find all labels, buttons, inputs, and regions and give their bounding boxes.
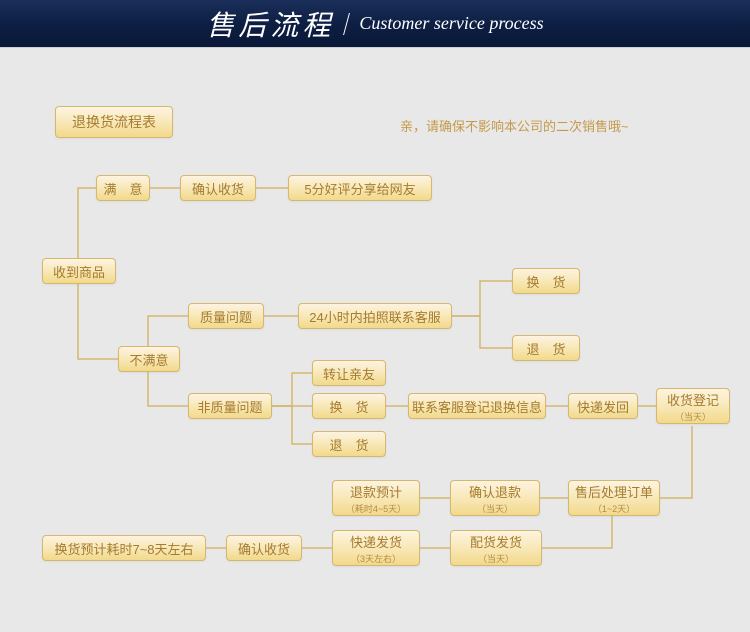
label: 5分好评分享给网友 (304, 179, 415, 198)
label: 退款预计 (350, 482, 402, 501)
sublabel: （耗时4~5天） (346, 502, 406, 515)
label: 换货预计耗时7~8天左右 (54, 539, 193, 558)
sublabel: （当天） (477, 502, 513, 515)
label: 快递发货 (350, 532, 402, 551)
node-unsatisfied: 不满意 (118, 346, 180, 372)
label: 转让亲友 (323, 364, 375, 383)
node-title-label: 退换货流程表 (72, 112, 156, 132)
node-pack-send: 配货发货 （当天） (450, 530, 542, 566)
sublabel: （1~2天） (593, 502, 635, 515)
node-confirm-receipt-2: 确认收货 (226, 535, 302, 561)
label: 确认收货 (238, 539, 290, 558)
label: 快递发回 (577, 397, 629, 416)
node-confirm-refund: 确认退款 （当天） (450, 480, 540, 516)
node-register: 收货登记 （当天） (656, 388, 730, 424)
node-five-star: 5分好评分享给网友 (288, 175, 432, 201)
node-satisfied: 满 意 (96, 175, 150, 201)
node-nonquality: 非质量问题 (188, 393, 272, 419)
label: 配货发货 (470, 532, 522, 551)
node-express-send: 快递发货 （3天左右） (332, 530, 420, 566)
node-received: 收到商品 (42, 258, 116, 284)
header-title-cn: 售后流程 (206, 4, 334, 44)
node-contact24: 24小时内拍照联系客服 (298, 303, 452, 329)
label: 24小时内拍照联系客服 (309, 307, 440, 326)
label: 满 意 (104, 179, 143, 198)
label: 质量问题 (200, 307, 252, 326)
node-contact-cs: 联系客服登记退换信息 (408, 393, 546, 419)
label: 退 货 (526, 339, 565, 358)
resale-note-text: 亲，请确保不影响本公司的二次销售哦~ (400, 119, 629, 134)
flowchart-canvas: 退换货流程表 亲，请确保不影响本公司的二次销售哦~ 满 意 确认收货 5分好评分… (0, 48, 750, 632)
node-title: 退换货流程表 (55, 106, 173, 138)
node-return-2: 退 货 (312, 431, 386, 457)
label: 确认收货 (192, 179, 244, 198)
node-exchange-2: 换 货 (312, 393, 386, 419)
page-header: 售后流程 Customer service process (0, 0, 750, 48)
resale-note: 亲，请确保不影响本公司的二次销售哦~ (400, 116, 629, 135)
node-express-back: 快递发回 (568, 393, 638, 419)
label: 联系客服登记退换信息 (412, 397, 542, 416)
label: 收货登记 (667, 390, 719, 409)
label: 非质量问题 (198, 397, 263, 416)
label: 换 货 (329, 397, 368, 416)
node-confirm-receipt-1: 确认收货 (180, 175, 256, 201)
sublabel: （当天） (675, 410, 711, 423)
node-exchange-1: 换 货 (512, 268, 580, 294)
header-title-en: Customer service process (359, 13, 543, 34)
node-quality: 质量问题 (188, 303, 264, 329)
node-after-order: 售后处理订单 （1~2天） (568, 480, 660, 516)
node-exchange-time: 换货预计耗时7~8天左右 (42, 535, 206, 561)
label: 退 货 (329, 435, 368, 454)
label: 售后处理订单 (575, 482, 653, 501)
label: 确认退款 (469, 482, 521, 501)
label: 换 货 (526, 272, 565, 291)
label: 收到商品 (53, 262, 105, 281)
header-divider (343, 13, 350, 35)
node-transfer: 转让亲友 (312, 360, 386, 386)
sublabel: （3天左右） (351, 552, 401, 565)
node-refund-est: 退款预计 （耗时4~5天） (332, 480, 420, 516)
sublabel: （当天） (478, 552, 514, 565)
node-return-1: 退 货 (512, 335, 580, 361)
label: 不满意 (129, 350, 168, 369)
